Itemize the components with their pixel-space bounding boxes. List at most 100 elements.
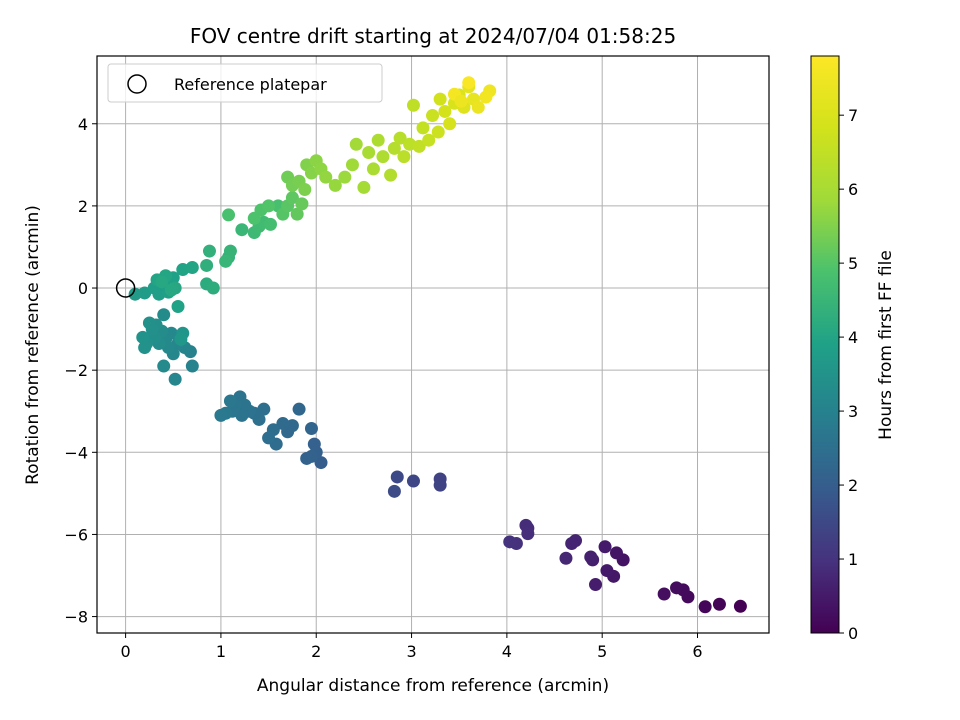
data-point	[138, 286, 152, 300]
colorbar-tick-label: 6	[848, 180, 858, 199]
data-point	[222, 208, 236, 222]
data-point	[609, 546, 623, 560]
data-point	[202, 244, 216, 258]
data-point	[406, 98, 420, 112]
data-point	[438, 104, 452, 118]
data-point	[338, 170, 352, 184]
data-point	[200, 258, 214, 272]
data-point	[393, 131, 407, 145]
colorbar-ticks: 0 1 2 3 4 5 6 7	[839, 106, 858, 643]
data-point	[471, 100, 485, 114]
data-point	[185, 260, 199, 274]
y-tick-label: −8	[64, 608, 88, 627]
y-tick-label: −6	[64, 525, 88, 544]
y-tick-label: −4	[64, 443, 88, 462]
y-axis: −8 −6 −4 −2 0 2 4	[64, 115, 97, 627]
data-point	[349, 137, 363, 151]
data-point	[304, 421, 318, 435]
x-tick-label: 4	[502, 642, 512, 661]
legend-label: Reference platepar	[174, 75, 327, 94]
data-point	[185, 359, 199, 373]
data-point	[314, 456, 328, 470]
data-point	[164, 283, 178, 297]
data-point	[387, 141, 401, 155]
data-point	[300, 451, 314, 465]
data-point	[157, 308, 171, 322]
data-point	[290, 207, 304, 221]
colorbar-tick-label: 1	[848, 550, 858, 569]
data-point	[262, 431, 276, 445]
colorbar-tick-label: 2	[848, 476, 858, 495]
data-point	[670, 581, 684, 595]
legend-box	[107, 63, 383, 103]
data-point	[292, 402, 306, 416]
data-point	[565, 536, 579, 550]
x-tick-label: 5	[597, 642, 607, 661]
data-point	[357, 180, 371, 194]
y-tick-label: 4	[78, 115, 88, 134]
legend: Reference platepar	[107, 63, 383, 103]
data-point	[443, 117, 457, 131]
data-point	[412, 139, 426, 153]
data-point	[462, 76, 476, 90]
data-point	[319, 170, 333, 184]
colorbar-gradient	[810, 55, 840, 634]
data-point	[521, 527, 535, 541]
x-tick-label: 1	[216, 642, 226, 661]
x-axis-label: Angular distance from reference (arcmin)	[257, 676, 609, 696]
data-point	[168, 372, 182, 386]
data-point	[733, 599, 747, 613]
data-point	[657, 587, 671, 601]
data-point	[698, 600, 712, 614]
colorbar-tick-label: 4	[848, 328, 858, 347]
x-tick-label: 2	[311, 642, 321, 661]
data-point	[328, 178, 342, 192]
data-point	[366, 162, 380, 176]
data-point	[295, 197, 309, 211]
data-point	[136, 330, 150, 344]
data-point	[142, 316, 156, 330]
data-point	[206, 281, 220, 295]
colorbar-tick-label: 3	[848, 402, 858, 421]
data-point	[503, 535, 517, 549]
x-tick-label: 3	[406, 642, 416, 661]
data-point	[589, 578, 603, 592]
data-point	[223, 394, 237, 408]
y-axis-label: Rotation from reference (arcmin)	[23, 205, 43, 485]
colorbar-tick-label: 7	[848, 106, 858, 125]
y-tick-label: −2	[64, 361, 88, 380]
data-points	[128, 76, 747, 614]
colorbar-tick-label: 5	[848, 254, 858, 273]
colorbar-tick-label: 0	[848, 624, 858, 643]
data-point	[263, 217, 277, 231]
reference-marker	[115, 278, 136, 298]
data-point	[433, 478, 447, 492]
data-point	[431, 125, 445, 139]
data-point	[712, 597, 726, 611]
data-point	[600, 564, 614, 578]
data-point	[345, 158, 359, 172]
data-point	[155, 275, 169, 289]
data-point	[362, 146, 376, 160]
data-point	[390, 470, 404, 484]
chart-title: FOV centre drift starting at 2024/07/04 …	[190, 24, 676, 48]
data-point	[128, 287, 142, 301]
data-point	[262, 199, 276, 213]
data-point	[298, 182, 312, 196]
data-point	[235, 223, 249, 237]
x-axis: 0 1 2 3 4 5 6	[121, 633, 703, 661]
x-tick-label: 6	[692, 642, 702, 661]
y-tick-label: 2	[78, 197, 88, 216]
data-point	[416, 121, 430, 135]
plot-frame	[96, 55, 770, 634]
data-point	[138, 341, 152, 355]
data-point	[454, 94, 468, 108]
x-tick-label: 0	[121, 642, 131, 661]
data-point	[397, 150, 411, 164]
data-point	[285, 191, 299, 205]
data-point	[426, 109, 440, 123]
y-tick-label: 0	[78, 279, 88, 298]
data-point	[584, 550, 598, 564]
data-point	[433, 92, 447, 106]
